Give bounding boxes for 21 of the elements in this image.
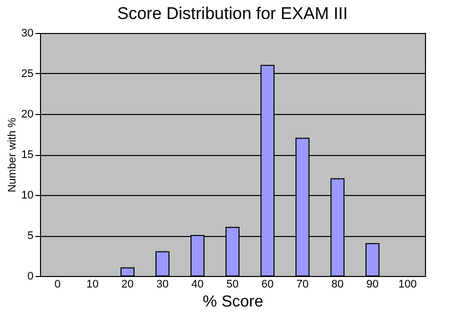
y-tick-label: 15 xyxy=(21,149,34,161)
y-axis-title: Number with % xyxy=(6,117,18,192)
x-tick-label: 10 xyxy=(86,278,99,290)
x-axis-title: % Score xyxy=(202,294,264,310)
y-tick-label: 10 xyxy=(21,190,34,202)
x-tick-label: 50 xyxy=(226,278,239,290)
x-tick-label: 0 xyxy=(54,278,61,290)
x-tick-label: 90 xyxy=(366,278,379,290)
y-tick-label: 0 xyxy=(27,270,34,282)
x-tick-label: 40 xyxy=(191,278,204,290)
y-tick-label: 5 xyxy=(27,230,34,242)
x-tick-label: 20 xyxy=(121,278,134,290)
x-tick-label: 100 xyxy=(398,278,417,290)
y-tick-label: 20 xyxy=(21,108,34,120)
x-tick-label: 80 xyxy=(331,278,344,290)
x-tick-label: 60 xyxy=(261,278,274,290)
x-tick-label: 30 xyxy=(156,278,169,290)
x-tick-label: 70 xyxy=(296,278,309,290)
y-tick-label: 30 xyxy=(21,28,34,40)
chart-title: Score Distribution for EXAM III xyxy=(117,4,348,23)
y-tick-label: 25 xyxy=(21,68,34,80)
